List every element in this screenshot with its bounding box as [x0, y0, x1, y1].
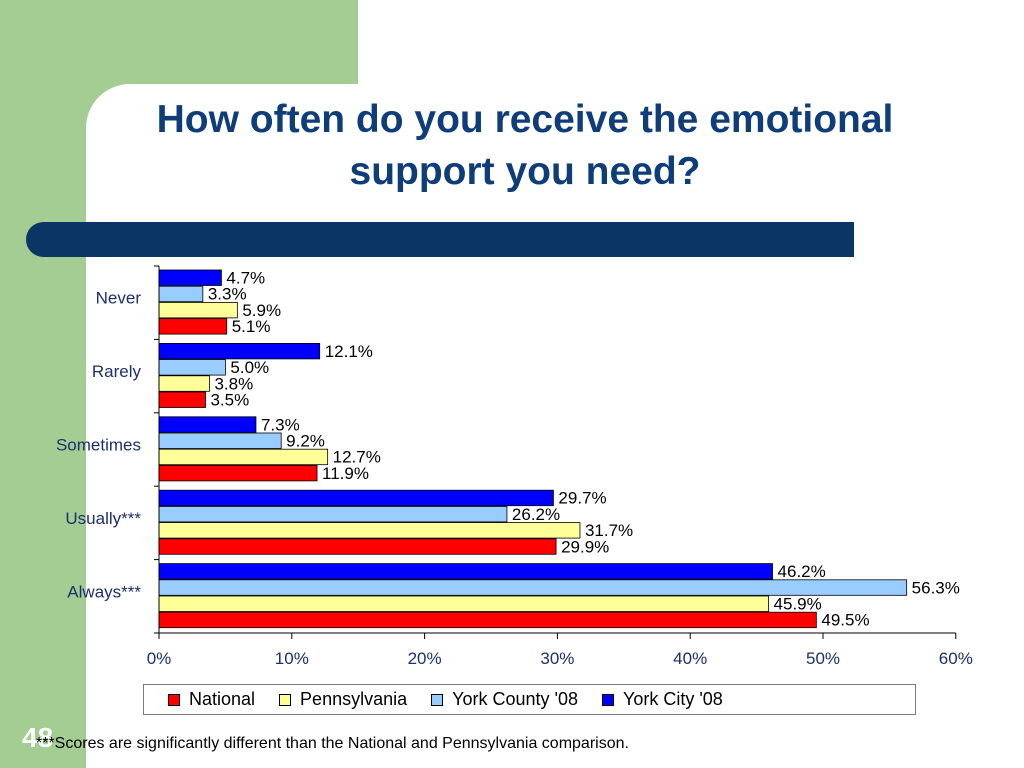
data-label: 4.7%: [226, 269, 265, 288]
bar: [158, 301, 238, 319]
bar: [158, 318, 228, 335]
x-tick-label: 40%: [673, 649, 707, 668]
bar: [158, 416, 257, 433]
data-label: 26.2%: [512, 505, 560, 524]
legend-label: York City '08: [622, 689, 723, 709]
legend-swatch: [431, 693, 444, 706]
bar: [158, 375, 210, 392]
bar: [158, 611, 817, 629]
data-label: 49.5%: [821, 611, 869, 630]
bar: [158, 269, 222, 286]
data-label: 12.7%: [333, 448, 381, 467]
title-underline-bar: [26, 222, 854, 257]
bar: [158, 505, 508, 523]
bar: [158, 391, 206, 408]
bar: [158, 464, 318, 482]
legend-item: York County '08: [431, 689, 578, 710]
data-label: 29.7%: [558, 489, 606, 508]
data-label: 56.3%: [912, 578, 960, 597]
legend-label: Pennsylvania: [300, 689, 408, 709]
legend-swatch: [601, 693, 614, 706]
data-label: 3.5%: [210, 391, 249, 410]
legend-swatch: [279, 693, 292, 706]
legend-swatch: [168, 693, 180, 706]
bar-chart: 4.7%3.3%5.9%5.1% Never 12.1% 5.0%3.8%3.5% Ra…: [56, 265, 973, 668]
category-label: Usually***: [65, 509, 141, 528]
bar: [158, 579, 908, 596]
legend-item: National: [168, 689, 255, 710]
bar: [158, 359, 226, 376]
legend-item: York City '08: [601, 689, 723, 710]
x-tick-label: 20%: [408, 649, 442, 668]
category-label: Always***: [67, 582, 141, 601]
data-label: 3.3%: [208, 285, 247, 304]
legend-label: York County '08: [452, 689, 578, 709]
data-label: 5.9%: [242, 301, 281, 320]
bar: [158, 489, 554, 507]
data-label: 9.2%: [286, 432, 325, 451]
bar: [158, 342, 321, 360]
slide-number: 48: [22, 722, 54, 753]
bar: [158, 563, 773, 580]
green-corner-block: [0, 700, 86, 768]
bar: [158, 522, 581, 539]
category-label: Never: [96, 289, 142, 308]
x-tick-label: 10%: [275, 649, 309, 668]
bar: [158, 285, 204, 303]
chart-legend: National Pennsylvania York County '08 York …: [143, 684, 916, 715]
data-label: 5.1%: [232, 317, 271, 336]
legend-item: Pennsylvania: [279, 689, 407, 710]
data-label: 11.9%: [322, 464, 369, 483]
x-tick-label: 50%: [806, 649, 840, 668]
category-label: Sometimes: [56, 436, 141, 455]
x-tick-label: 0%: [147, 649, 172, 668]
data-label: 29.9%: [561, 537, 609, 556]
data-label: 5.0%: [230, 358, 269, 377]
data-label: 31.7%: [585, 521, 633, 540]
data-label: 7.3%: [261, 415, 300, 434]
bar: [158, 448, 329, 466]
x-tick-label: 30%: [540, 649, 574, 668]
footnote: ***Scores are significantly different th…: [36, 735, 629, 752]
legend-label: National: [189, 689, 256, 709]
slide-title: How often do you receive the emotional s…: [156, 98, 894, 193]
category-label: Rarely: [92, 362, 142, 381]
bar: [158, 432, 282, 449]
data-label: 12.1%: [325, 342, 373, 361]
x-tick-label: 60%: [939, 649, 973, 668]
data-label: 46.2%: [778, 562, 826, 581]
bar: [158, 538, 557, 555]
data-label: 45.9%: [774, 595, 822, 614]
data-label: 3.8%: [214, 374, 253, 393]
bar: [158, 595, 769, 612]
